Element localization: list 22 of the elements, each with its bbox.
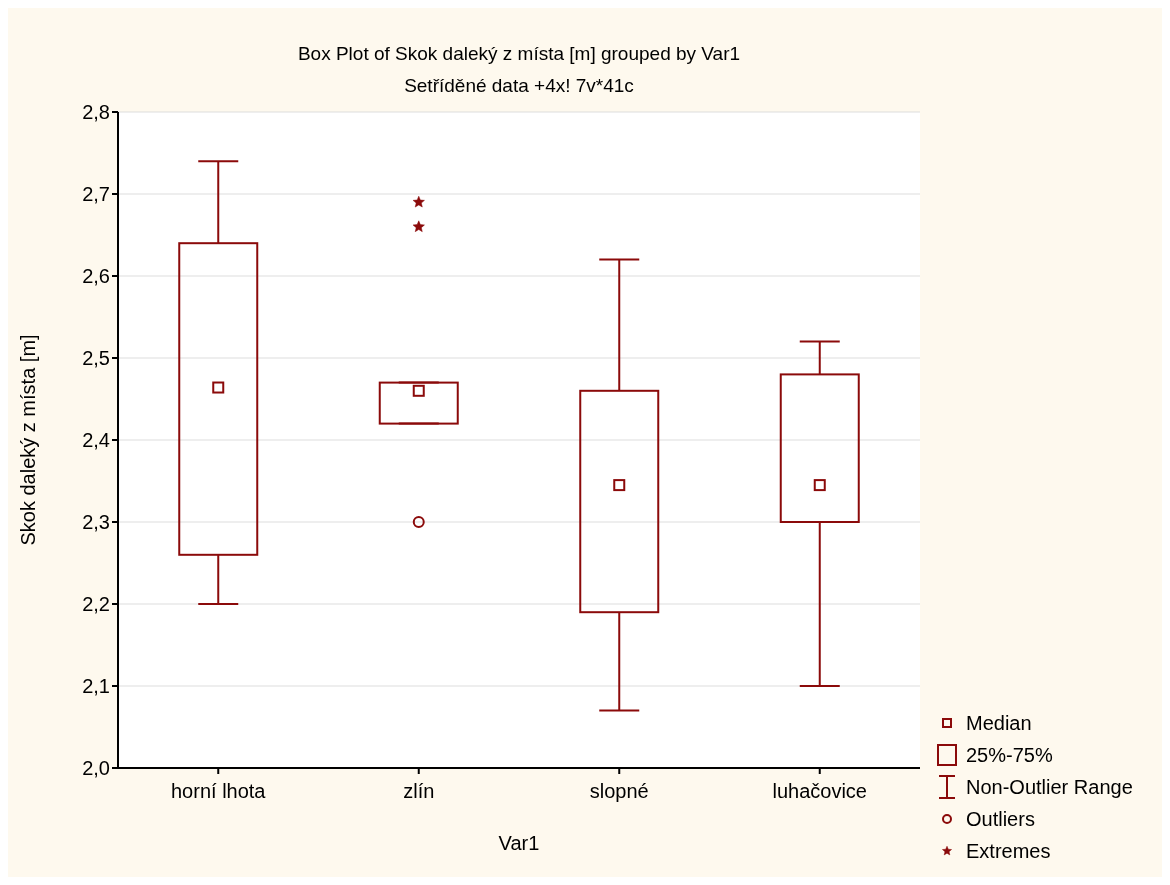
- x-tick-label: zlín: [403, 780, 435, 803]
- y-tick-label: 2,6: [82, 265, 110, 288]
- text: 25%-75%: [966, 743, 1053, 767]
- x-tick-label: slopné: [589, 780, 649, 803]
- y-tick-label: 2,7: [82, 183, 110, 206]
- chart-title: Box Plot of Skok daleký z místa [m] grouped by Var1: [296, 42, 742, 66]
- y-tick-label: 2,5: [82, 347, 110, 370]
- y-tick-label: 2,2: [82, 593, 110, 616]
- y-axis-title: Skok daleký z místa [m]: [17, 334, 40, 546]
- y-tick-label: 2,0: [82, 757, 110, 780]
- x-axis-title: Var1: [498, 832, 540, 854]
- text: Median: [966, 711, 1032, 735]
- y-tick-label: 2,1: [82, 675, 110, 698]
- text: Non-Outlier Range: [966, 775, 1133, 799]
- y-tick-label: 2,8: [82, 101, 110, 124]
- chart-subtitle: Setříděné data +4x! 7v*41c: [403, 74, 635, 98]
- y-tick-label: 2,4: [82, 429, 110, 452]
- legend-label: Extremes: [966, 839, 1051, 863]
- x-tick-label: horní lhota: [170, 780, 267, 803]
- x-tick-label: luhačovice: [772, 780, 868, 803]
- y-tick-label: 2,3: [82, 511, 110, 534]
- text: Outliers: [966, 807, 1035, 831]
